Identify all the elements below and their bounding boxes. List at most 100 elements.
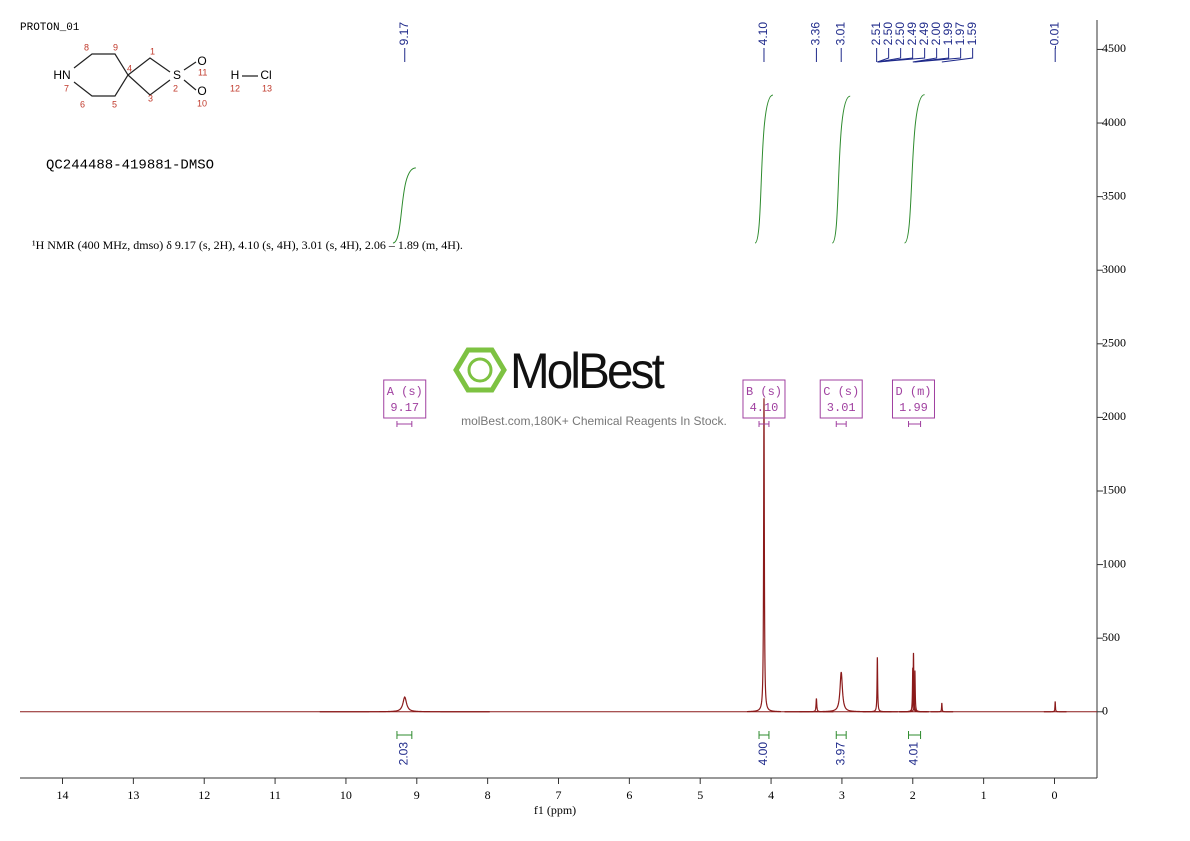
y-tick-label: 3000	[1102, 262, 1126, 276]
integral-label: 4.00	[756, 742, 770, 766]
multiplet-box	[819, 379, 863, 419]
watermark-caption: molBest.com,180K+ Chemical Reagents In S…	[461, 414, 727, 428]
atom-number: 5	[112, 99, 117, 109]
chart-title: PROTON_01	[20, 22, 80, 34]
multiplet-box	[891, 379, 935, 419]
x-tick-label: 14	[57, 788, 69, 802]
watermark-logo	[453, 347, 507, 393]
atom-number: 10	[197, 98, 207, 108]
x-tick-label: 13	[127, 788, 139, 802]
atom-number: 11	[198, 67, 207, 77]
integral-bracket	[396, 731, 413, 739]
integral-curve	[392, 167, 416, 244]
atom: Cl	[260, 68, 271, 82]
multiplet-shift: 9.17	[390, 401, 419, 415]
multiplet-range	[758, 421, 770, 427]
peak-pick-label: -0.01	[1047, 22, 1061, 50]
x-tick-label: 4	[768, 788, 774, 802]
integral-bracket	[835, 731, 847, 739]
atom-number: 7	[64, 83, 69, 93]
peak-pick-line	[914, 48, 962, 63]
atom-number: 9	[113, 42, 118, 52]
multiplet-shift: 1.99	[899, 401, 928, 415]
peak	[863, 657, 892, 713]
peak-pick-label: 2.51	[869, 22, 883, 46]
peak-pick-label: 2.50	[893, 22, 907, 46]
y-tick-label: 2500	[1102, 336, 1126, 350]
peak-pick-label: 3.01	[833, 22, 847, 46]
peak-pick-label: 2.49	[905, 22, 919, 46]
y-tick-label: 500	[1102, 630, 1120, 644]
y-tick-label: 0	[1102, 704, 1108, 718]
watermark: MolBest	[510, 343, 665, 399]
x-tick-label: 1	[981, 788, 987, 802]
x-tick-label: 9	[414, 788, 420, 802]
atom-number: 12	[230, 83, 240, 93]
peak-pick-line	[877, 48, 902, 63]
peak-pick-label: 1.59	[965, 22, 979, 46]
peak-pick-line	[878, 48, 926, 63]
logo-hexagon	[453, 347, 507, 393]
x-tick-label: 10	[340, 788, 352, 802]
logo-ring	[467, 357, 493, 383]
integral-label: 4.01	[907, 742, 921, 766]
peak-pick-label: 3.36	[809, 22, 823, 46]
integral-label: 3.97	[833, 742, 847, 766]
multiplet-shift: 3.01	[827, 401, 856, 415]
y-tick-label: 4500	[1102, 41, 1126, 55]
x-tick-label: 6	[626, 788, 632, 802]
peak-pick-line	[941, 48, 974, 63]
peak	[1043, 701, 1067, 713]
multiplet-label: A (s)	[387, 385, 423, 399]
peak	[746, 398, 781, 713]
peak-pick-line	[912, 48, 938, 63]
peak-pick-label: 2.50	[881, 22, 895, 46]
atom-number: 1	[150, 46, 155, 56]
atom-number: 8	[84, 42, 89, 52]
y-tick-label: 3500	[1102, 188, 1126, 202]
multiplet-range	[396, 421, 413, 427]
peak	[930, 702, 954, 713]
integral-label: 2.03	[397, 742, 411, 766]
peak	[900, 670, 930, 713]
x-tick-label: 11	[269, 788, 281, 802]
structure	[73, 53, 258, 97]
atom: H	[231, 68, 240, 82]
integral-curve	[904, 94, 925, 244]
peak	[799, 698, 834, 713]
peak-pick-label: 2.49	[917, 22, 931, 46]
multiplet-range	[835, 421, 847, 427]
peak	[319, 696, 490, 713]
y-tick-label: 1500	[1102, 483, 1126, 497]
peak-pick-label: 1.97	[953, 22, 967, 46]
integral-bracket	[758, 731, 770, 739]
integral-bracket	[908, 731, 922, 739]
y-tick-label: 4000	[1102, 115, 1126, 129]
x-tick-label: 7	[556, 788, 562, 802]
atom-number: 2	[173, 83, 178, 93]
atom-number: 4	[127, 63, 132, 73]
atom-number: 13	[262, 83, 272, 93]
atom: S	[173, 68, 181, 82]
atom-number: 3	[148, 93, 153, 103]
peak-pick-label: 2.00	[929, 22, 943, 46]
multiplet-range	[908, 421, 922, 427]
x-tick-label: 5	[697, 788, 703, 802]
multiplet-shift: 4.10	[750, 401, 779, 415]
atom: O	[197, 54, 206, 68]
peak-pick-label: 4.10	[756, 22, 770, 46]
peak-pick-label: 1.99	[941, 22, 955, 46]
integral-curve	[831, 95, 851, 244]
multiplet-box	[383, 379, 427, 419]
multiplet-label: D (m)	[895, 385, 931, 399]
x-axis-label: f1 (ppm)	[534, 803, 576, 817]
peak-pick-label: 9.17	[397, 22, 411, 46]
integral-curve	[754, 94, 774, 244]
x-tick-label: 12	[198, 788, 210, 802]
sample-id: QC244488-419881-DMSO	[46, 158, 214, 174]
description: ¹H NMR (400 MHz, dmso) δ 9.17 (s, 2H), 4…	[32, 238, 463, 252]
atom: HN	[53, 68, 70, 82]
x-tick-label: 8	[485, 788, 491, 802]
x-tick-label: 0	[1051, 788, 1057, 802]
